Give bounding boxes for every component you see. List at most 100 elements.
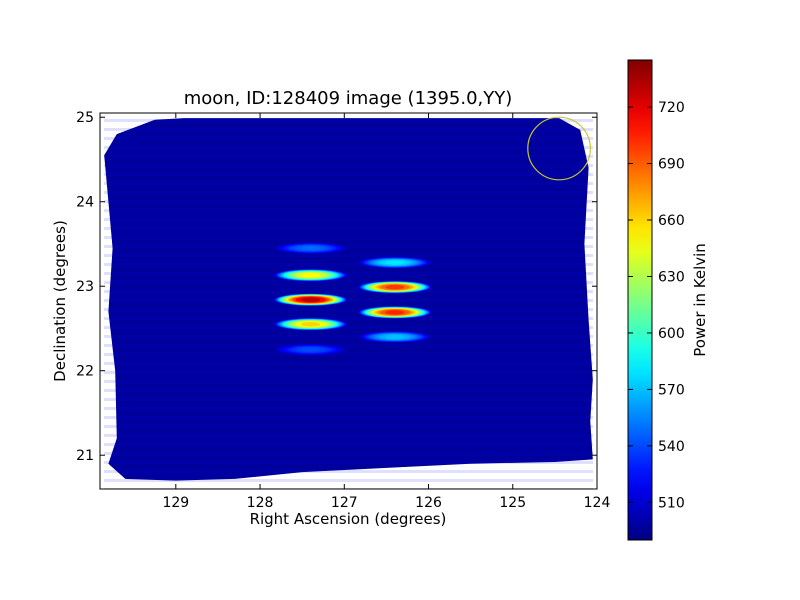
axes-frame (99, 112, 598, 490)
colorbar-tick: 540 (628, 439, 685, 455)
colorbar-tick-label: 510 (658, 495, 685, 511)
hotspot (273, 343, 348, 356)
hotspot (358, 256, 432, 269)
scan-band (104, 434, 593, 437)
scan-band (104, 209, 593, 212)
y-tick: 21 (76, 448, 597, 464)
chart-title: moon, ID:128409 image (1395.0,YY) (184, 88, 513, 109)
x-tick: 128 (247, 113, 274, 511)
x-tick-label: 128 (247, 495, 274, 511)
x-tick-label: 125 (499, 495, 526, 511)
colorbar-tick-label: 630 (658, 269, 685, 285)
scan-band (104, 308, 593, 311)
x-tick-label: 124 (584, 495, 611, 511)
hotspot (358, 331, 432, 343)
scan-band (104, 254, 593, 257)
scan-band (104, 236, 593, 239)
marker-circle (527, 116, 591, 181)
hotspot (358, 306, 432, 319)
scan-band (104, 182, 593, 185)
colorbar-label: Power in Kelvin (691, 243, 709, 357)
scan-band (104, 416, 593, 419)
hotspot-level (300, 347, 321, 352)
colorbar-tick-label: 570 (658, 382, 685, 398)
hotspot-level (385, 260, 405, 265)
scan-band (104, 191, 593, 194)
scan-band (104, 173, 593, 176)
scan-band (104, 362, 593, 365)
scan-band (104, 299, 593, 302)
hotspot-level (385, 284, 405, 290)
scan-band (104, 218, 593, 221)
x-tick: 125 (499, 113, 526, 511)
scan-band (104, 344, 593, 347)
x-tick-label: 129 (162, 495, 189, 511)
scan-band (104, 461, 593, 464)
scan-band (104, 272, 593, 275)
colorbar-tick-label: 600 (658, 326, 685, 342)
scan-band (104, 470, 593, 473)
scan-band (104, 317, 593, 320)
colorbar: 510 540 570 600 630 660 690 720 (627, 59, 685, 541)
scan-band (104, 227, 593, 230)
scan-band (104, 389, 593, 392)
colorbar-tick: 570 (628, 382, 685, 398)
hotspot-level (300, 297, 321, 302)
x-tick: 127 (331, 113, 358, 511)
y-tick: 22 (76, 364, 597, 380)
scan-band (104, 380, 593, 383)
scan-band (104, 119, 593, 122)
scan-band (104, 398, 593, 401)
plot-area (99, 112, 598, 490)
scan-band (104, 263, 593, 266)
x-tick: 126 (415, 113, 442, 511)
scan-band (104, 443, 593, 446)
y-tick-label: 25 (76, 110, 94, 126)
colorbar-tick: 660 (628, 213, 685, 229)
colorbar-tick-label: 540 (658, 439, 685, 455)
coverage-region (104, 118, 593, 481)
hotspot-level (300, 322, 321, 327)
x-axis-ticks: 129 128 127 126 125 124 (162, 113, 610, 511)
hotspot-level (300, 246, 321, 251)
hotspot (273, 269, 348, 282)
scan-band (104, 353, 593, 356)
colorbar-tick: 690 (628, 157, 685, 173)
y-tick: 23 (76, 279, 597, 295)
scan-band (104, 146, 593, 149)
hotspot-level (300, 273, 321, 278)
colorbar-tick-label: 660 (658, 213, 685, 229)
scan-band (104, 137, 593, 140)
x-tick-label: 126 (415, 495, 442, 511)
scan-band (104, 425, 593, 428)
y-tick: 24 (76, 195, 597, 211)
x-tick: 129 (162, 113, 189, 511)
scan-bands (104, 119, 593, 489)
hotspot-level (385, 334, 405, 339)
hotspot (273, 318, 348, 331)
hotspots (273, 242, 432, 356)
colorbar-tick-label: 720 (658, 100, 685, 116)
scan-band (104, 155, 593, 158)
hotspot (358, 280, 432, 294)
hotspot-level (385, 310, 405, 315)
colorbar-tick: 600 (628, 326, 685, 342)
y-tick: 25 (76, 110, 597, 126)
colorbar-tick: 720 (628, 100, 685, 116)
colorbar-gradient (627, 59, 653, 541)
x-axis-label: Right Ascension (degrees) (250, 510, 447, 528)
scan-band (104, 452, 593, 455)
scan-band (104, 326, 593, 329)
y-tick-label: 23 (76, 279, 94, 295)
y-axis-label: Declination (degrees) (51, 220, 69, 382)
scan-band (104, 371, 593, 374)
scan-band (104, 281, 593, 284)
scan-band (104, 290, 593, 293)
y-axis-ticks: 25 24 23 22 21 (76, 110, 597, 464)
y-tick-label: 21 (76, 448, 94, 464)
scan-band (104, 479, 593, 482)
colorbar-tick-label: 690 (658, 157, 685, 173)
scan-band (104, 200, 593, 203)
